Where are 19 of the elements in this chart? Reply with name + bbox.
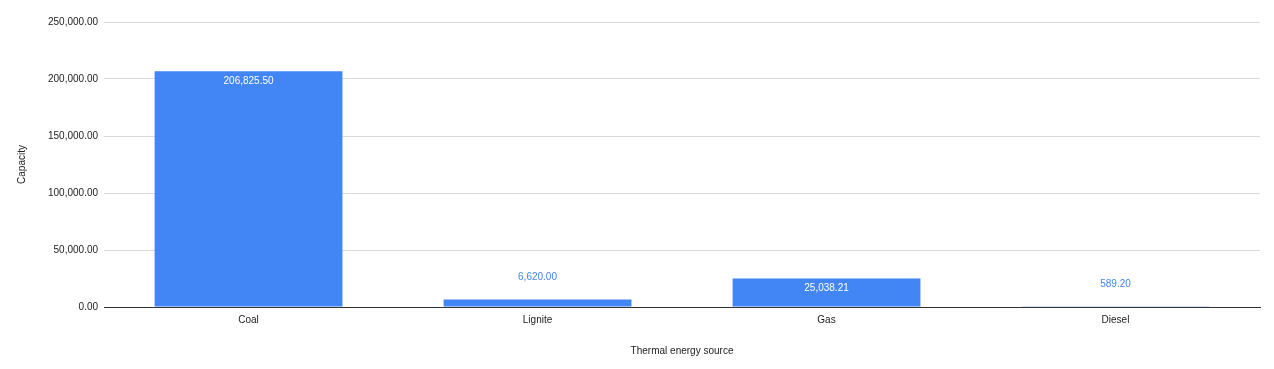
x-axis-title: Thermal energy source: [630, 344, 734, 356]
y-tick-label: 250,000.00: [47, 15, 99, 27]
x-tick-label: Coal: [238, 313, 259, 325]
y-tick-label: 100,000.00: [47, 186, 99, 198]
y-tick-label: 150,000.00: [47, 129, 99, 141]
data-label: 589.20: [1100, 278, 1132, 290]
bar: [154, 71, 343, 307]
bar: [732, 278, 921, 307]
x-tick-label: Lignite: [522, 313, 553, 325]
data-label: 6,620.00: [518, 271, 558, 283]
y-axis-title: Capacity: [15, 145, 27, 184]
y-tick-label: 0.00: [78, 300, 99, 312]
data-label: 206,825.50: [223, 74, 274, 86]
y-tick-label: 50,000.00: [53, 243, 99, 255]
x-tick-label: Diesel: [1101, 313, 1130, 325]
x-tick-label: Gas: [817, 313, 836, 325]
bar: [443, 299, 632, 307]
data-label: 25,038.21: [804, 282, 850, 294]
y-tick-label: 200,000.00: [47, 72, 99, 84]
